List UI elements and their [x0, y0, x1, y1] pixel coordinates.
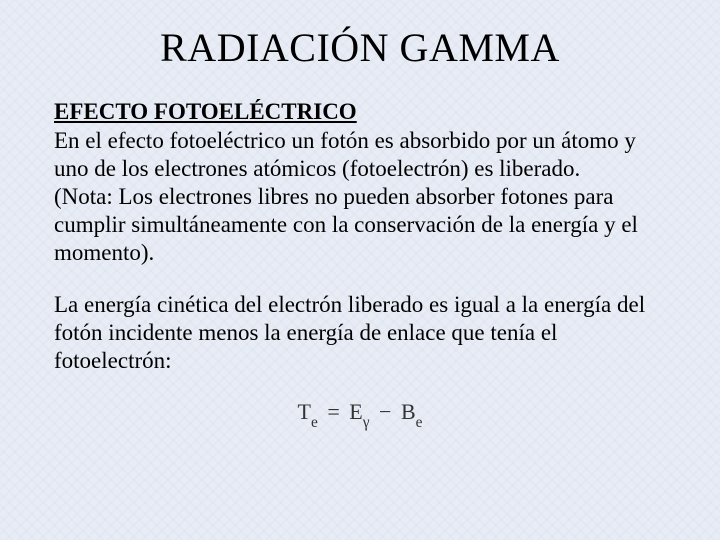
- eq-lhs-var: T: [298, 399, 311, 424]
- paragraph-1-text: En el efecto fotoeléctrico un fotón es a…: [54, 128, 636, 181]
- eq-lhs-sub: e: [311, 414, 318, 431]
- eq-rhs1-var: E: [349, 399, 362, 424]
- eq-rhs1-sub: γ: [363, 414, 370, 431]
- paragraph-1: En el efecto fotoeléctrico un fotón es a…: [54, 127, 666, 267]
- eq-rhs2-var: B: [401, 399, 416, 424]
- equation-rhs2: Be: [401, 399, 423, 429]
- equation-eq: =: [327, 399, 339, 425]
- equation-op: −: [379, 399, 391, 425]
- slide-container: RADIACIÓN GAMMA EFECTO FOTOELÉCTRICO En …: [0, 0, 720, 430]
- equation-lhs: Te: [298, 399, 318, 429]
- eq-rhs2-sub: e: [416, 414, 423, 431]
- paragraph-1-note: (Nota: Los electrones libres no pueden a…: [54, 184, 638, 265]
- paragraph-2: La energía cinética del electrón liberad…: [54, 291, 666, 375]
- section-heading: EFECTO FOTOELÉCTRICO: [54, 99, 666, 125]
- equation: Te = Eγ − Be: [54, 399, 666, 429]
- equation-rhs1: Eγ: [349, 399, 369, 429]
- slide-title: RADIACIÓN GAMMA: [54, 24, 666, 71]
